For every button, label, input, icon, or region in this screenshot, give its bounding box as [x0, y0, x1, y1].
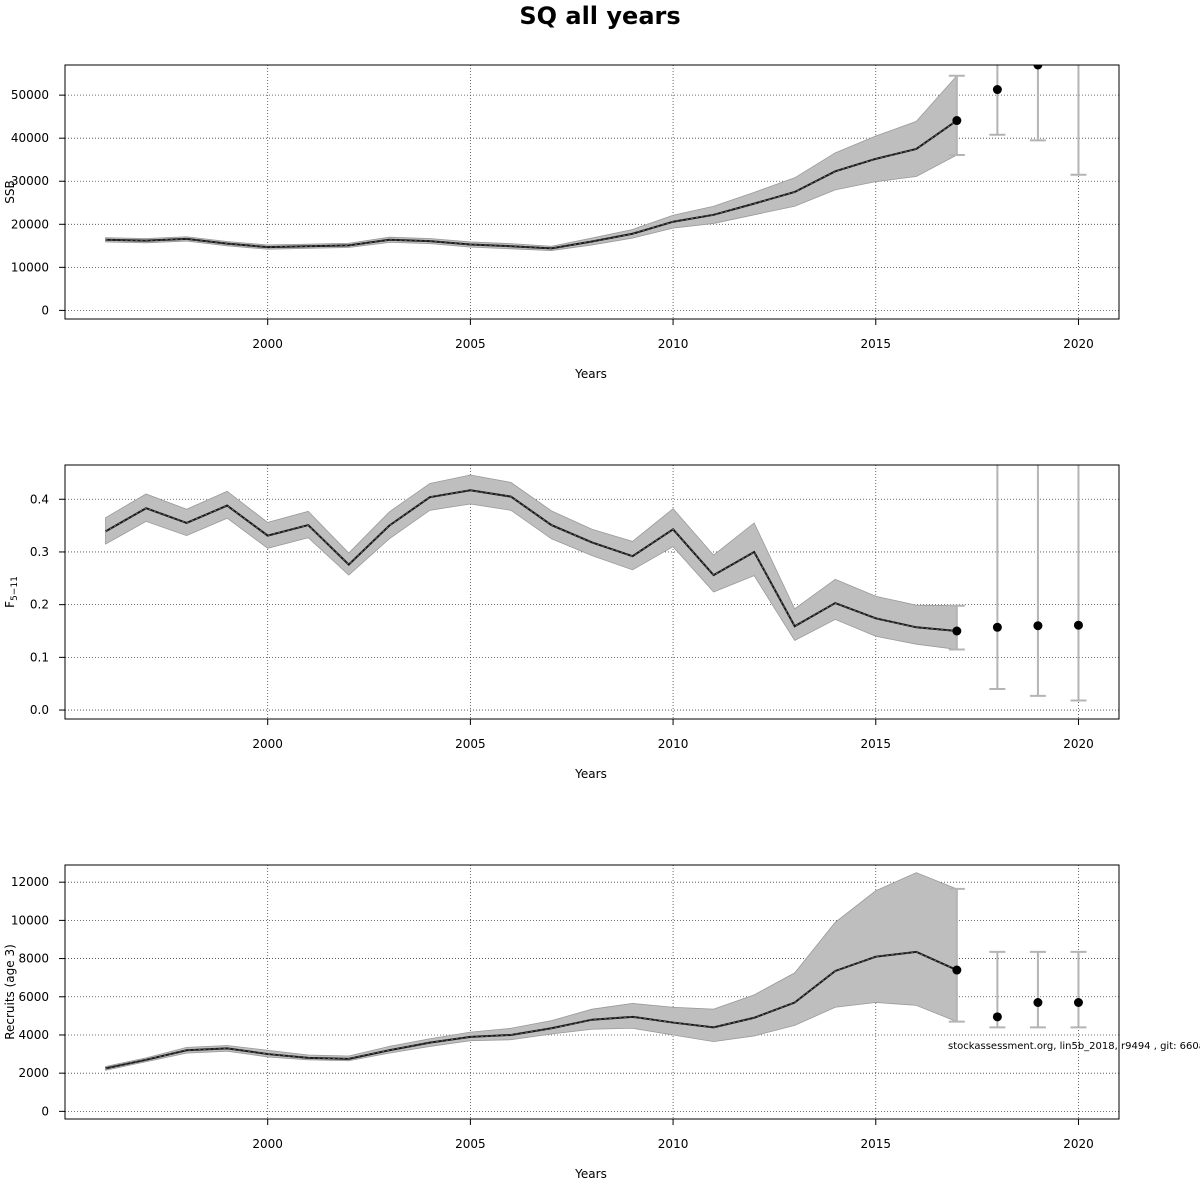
x-tick-label: 2000: [252, 1137, 283, 1151]
estimate-line-dash: [105, 489, 957, 632]
x-tick-label: 2020: [1063, 1137, 1094, 1151]
forecast-point: [992, 85, 1002, 95]
plot-area: [105, 465, 1087, 702]
x-tick-label: 2015: [860, 337, 891, 351]
x-tick-label: 2010: [658, 1137, 689, 1151]
forecast-point: [952, 965, 962, 975]
x-tick-label: 2015: [860, 1137, 891, 1151]
x-tick-label: 2000: [252, 337, 283, 351]
y-tick-label: 6000: [18, 990, 49, 1004]
y-tick-label: 10000: [11, 260, 49, 274]
forecast-point: [1033, 65, 1043, 70]
x-tick-label: 2010: [658, 737, 689, 751]
footer-note: stockassessment.org, lin5b_2018, r9494 ,…: [948, 1041, 1200, 1052]
y-axis-label: Recruits (age 3): [3, 944, 17, 1040]
y-tick-label: 0.2: [30, 598, 49, 612]
x-axis-label: Years: [574, 1167, 607, 1181]
y-tick-label: 0: [41, 303, 49, 317]
x-tick-label: 2020: [1063, 337, 1094, 351]
panel-frame: [64, 464, 1120, 720]
confidence-band: [105, 872, 958, 1071]
y-tick-label: 0.3: [30, 545, 49, 559]
y-tick-label: 12000: [11, 875, 49, 889]
forecast-point: [1074, 39, 1083, 48]
panel-frame: [64, 864, 1120, 1120]
y-axis-label: SSB: [3, 180, 17, 203]
x-tick-label: 2005: [455, 737, 486, 751]
estimate-line-dash: [105, 120, 958, 249]
forecast-point: [1033, 621, 1043, 631]
y-tick-label: 0.0: [30, 703, 49, 717]
y-tick-label: 20000: [11, 217, 49, 231]
x-tick-label: 2005: [455, 337, 486, 351]
y-tick-label: 2000: [18, 1066, 49, 1080]
confidence-band: [105, 474, 958, 650]
x-tick-label: 2010: [658, 337, 689, 351]
x-axis-label: Years: [574, 367, 607, 381]
page-title: SQ all years: [519, 2, 681, 30]
y-axis-label: F5−11: [3, 576, 20, 608]
y-tick-label: 30000: [11, 174, 49, 188]
y-tick-label: 0: [41, 1104, 49, 1118]
panel-2: 2000 2005 2010 2015 2020 0.0 0.1 0.2 0.3 0.4 Years…: [3, 464, 1120, 781]
plot-area: [105, 39, 1087, 251]
forecast-point: [992, 1012, 1002, 1022]
forecast-point: [1073, 998, 1083, 1008]
panel-frame: [64, 64, 1120, 320]
x-tick-label: 2015: [860, 737, 891, 751]
forecast-point: [1033, 998, 1043, 1008]
y-tick-label: 0.4: [30, 492, 49, 506]
y-axis-label-subscript: 5−11: [10, 576, 20, 601]
y-tick-label: 10000: [11, 913, 49, 927]
forecast-point: [952, 626, 962, 636]
y-tick-label: 0.1: [30, 650, 49, 664]
x-tick-label: 2005: [455, 1137, 486, 1151]
panel-3: 2000 2005 2010 2015 2020 0 2000 4000 6000 8000 100…: [3, 864, 1120, 1181]
forecast-point: [952, 116, 962, 126]
y-tick-label: 8000: [18, 952, 49, 966]
y-tick-label: 4000: [18, 1028, 49, 1042]
plot-area: [105, 872, 1087, 1071]
x-tick-label: 2000: [252, 737, 283, 751]
x-axis-label: Years: [574, 767, 607, 781]
panel-1: 2000 2005 2010 2015 2020 0 10000 20000 30000 4000…: [3, 39, 1120, 381]
x-tick-label: 2020: [1063, 737, 1094, 751]
forecast-point: [992, 622, 1002, 632]
estimate-line-dash: [105, 951, 957, 1069]
forecast-point: [1073, 620, 1083, 630]
y-tick-label: 40000: [11, 131, 49, 145]
y-tick-label: 50000: [11, 88, 49, 102]
